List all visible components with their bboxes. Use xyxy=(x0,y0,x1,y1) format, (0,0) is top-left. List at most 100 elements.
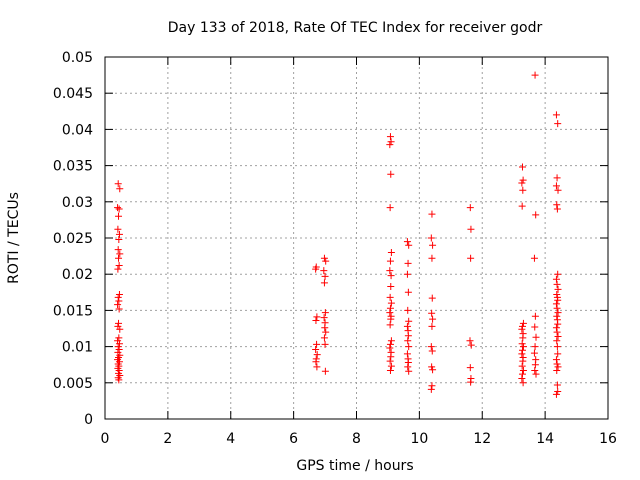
data-point xyxy=(531,323,539,331)
x-tick-label: 4 xyxy=(226,431,235,447)
data-points xyxy=(114,71,562,398)
data-point xyxy=(312,358,320,366)
data-point xyxy=(387,170,395,178)
data-point xyxy=(553,360,561,368)
data-point xyxy=(518,202,526,210)
data-point xyxy=(428,210,436,218)
data-point xyxy=(553,381,561,389)
data-point xyxy=(404,288,412,296)
data-point xyxy=(467,225,475,233)
data-point xyxy=(519,186,527,194)
data-point xyxy=(115,212,123,220)
data-point xyxy=(531,361,539,369)
y-tick-label: 0.035 xyxy=(53,159,93,175)
data-point xyxy=(321,324,329,332)
data-point xyxy=(387,315,395,323)
data-point xyxy=(552,356,560,364)
data-point xyxy=(428,347,436,355)
data-point xyxy=(531,71,539,79)
data-point xyxy=(386,267,394,275)
data-point xyxy=(115,205,123,213)
y-tick-label: 0.03 xyxy=(62,195,93,211)
data-point xyxy=(519,357,527,365)
data-point xyxy=(387,362,395,370)
data-point xyxy=(322,328,330,336)
data-point xyxy=(553,280,561,288)
data-point xyxy=(114,265,122,273)
data-point xyxy=(531,312,539,320)
data-point xyxy=(553,290,561,298)
data-point xyxy=(429,241,437,249)
data-point xyxy=(322,257,330,265)
data-point xyxy=(312,345,320,353)
data-point xyxy=(404,363,412,371)
data-point xyxy=(428,254,436,262)
data-point xyxy=(552,300,560,308)
data-point xyxy=(114,180,122,188)
data-point xyxy=(312,265,320,273)
data-point xyxy=(519,319,527,327)
data-point xyxy=(554,387,562,395)
data-point xyxy=(428,309,436,317)
data-point xyxy=(429,366,437,374)
data-point xyxy=(531,343,539,351)
data-point xyxy=(428,322,436,330)
data-point xyxy=(114,293,122,301)
y-tick-label: 0.015 xyxy=(53,303,93,319)
data-point xyxy=(313,313,321,321)
data-point xyxy=(429,315,437,323)
data-point xyxy=(552,111,560,119)
y-axis-label: ROTI / TECUs xyxy=(6,192,22,284)
data-point xyxy=(553,304,561,312)
data-point xyxy=(115,366,123,374)
y-tick-label: 0 xyxy=(84,412,93,428)
data-point xyxy=(386,141,394,149)
y-tick-label: 0.04 xyxy=(62,122,93,138)
data-point xyxy=(552,390,560,398)
data-point xyxy=(386,357,394,365)
data-point xyxy=(405,367,413,375)
x-tick-label: 0 xyxy=(101,431,110,447)
y-tick-label: 0.01 xyxy=(62,340,93,356)
data-point xyxy=(519,334,527,342)
data-point xyxy=(313,340,321,348)
data-point xyxy=(532,211,540,219)
data-point xyxy=(519,379,527,387)
data-point xyxy=(403,270,411,278)
data-point xyxy=(116,250,124,258)
data-point xyxy=(530,254,538,262)
axis-ticks: 0 0.005 0.01 0.015 0.02 0.025 0.03 0.035 0.04 0.0… xyxy=(53,50,617,447)
data-point xyxy=(404,332,412,340)
data-point xyxy=(387,138,395,146)
data-point xyxy=(320,334,328,342)
data-point xyxy=(466,364,474,372)
data-point xyxy=(553,337,561,345)
data-point xyxy=(554,332,562,340)
data-point xyxy=(116,185,124,193)
data-point xyxy=(387,299,395,307)
data-point xyxy=(404,359,412,367)
data-point xyxy=(554,363,562,371)
data-point xyxy=(114,301,122,309)
data-point xyxy=(115,235,123,243)
y-tick-label: 0.005 xyxy=(53,376,93,392)
data-point xyxy=(115,376,123,384)
data-point xyxy=(115,345,123,353)
data-point xyxy=(320,314,328,322)
data-point xyxy=(518,325,526,333)
data-point xyxy=(386,340,394,348)
data-point xyxy=(428,294,436,302)
data-point xyxy=(554,350,562,358)
data-point xyxy=(386,304,394,312)
data-point xyxy=(518,362,526,370)
y-tick-label: 0.045 xyxy=(53,86,93,102)
data-point xyxy=(313,351,321,359)
data-point xyxy=(531,366,539,374)
data-point xyxy=(387,248,395,256)
data-point xyxy=(553,205,561,213)
data-point xyxy=(553,328,561,336)
data-point xyxy=(553,174,561,182)
data-point xyxy=(518,350,526,358)
data-point xyxy=(518,374,526,382)
